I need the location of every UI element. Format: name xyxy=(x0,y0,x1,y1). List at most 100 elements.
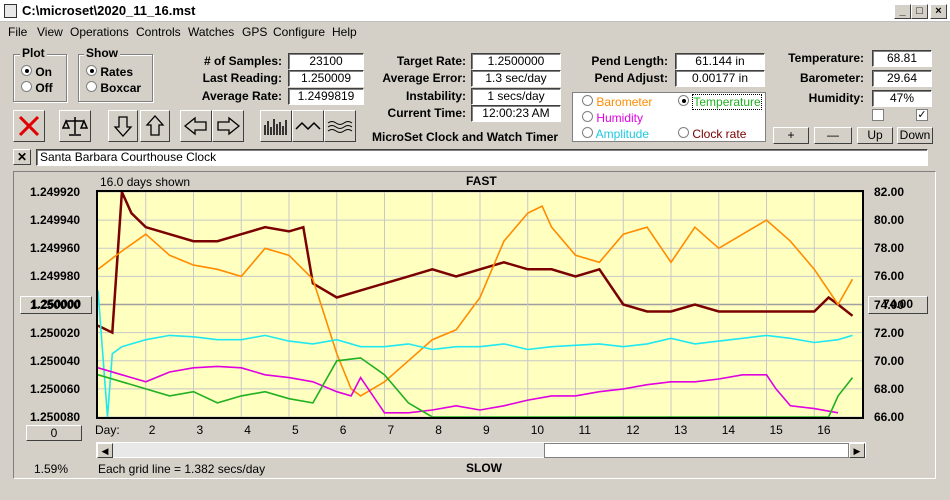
ripple-icon xyxy=(327,121,353,133)
x-tick-label: 13 xyxy=(674,423,688,437)
plot-on-radio[interactable]: On xyxy=(21,65,52,79)
chart-svg xyxy=(98,192,862,417)
scrollbar-thumb[interactable] xyxy=(544,443,849,458)
plot-group-title: Plot xyxy=(20,46,47,60)
offset-button[interactable]: 0 xyxy=(26,425,82,441)
series-line-temperature xyxy=(98,205,854,397)
y-left-tick-label: 1.250000 xyxy=(30,297,81,312)
series-line-amplitude xyxy=(98,290,853,417)
maximize-icon[interactable]: □ xyxy=(911,4,928,19)
app-icon xyxy=(4,4,17,18)
fast-label: FAST xyxy=(466,174,497,188)
y-left-tick-label: 1.250060 xyxy=(30,381,81,396)
current-time-field: 12:00:23 AM xyxy=(471,105,561,122)
zoom-in-button[interactable]: + xyxy=(773,127,809,144)
y-left-tick-label: 1.250020 xyxy=(30,325,81,340)
plot-off-radio[interactable]: Off xyxy=(21,81,53,95)
aux-temperature-radio[interactable]: Temperature xyxy=(678,94,762,110)
menu-controls[interactable]: Controls xyxy=(136,25,181,39)
average-error-label: Average Error: xyxy=(382,71,466,85)
arrow-up-icon xyxy=(145,115,165,136)
show-rates-radio[interactable]: Rates xyxy=(86,65,133,79)
window-title: C:\microset\2020_11_16.mst xyxy=(22,3,196,18)
y-right-tick-label: 78.00 xyxy=(874,241,905,256)
humidity-field: 47% xyxy=(872,90,932,107)
move-up-button[interactable] xyxy=(140,110,170,142)
menu-file[interactable]: File xyxy=(8,25,28,39)
y-left-tick-label: 1.249980 xyxy=(30,269,81,284)
target-rate-field[interactable]: 1.2500000 xyxy=(471,53,561,70)
x-tick-label: 8 xyxy=(435,423,442,437)
move-left-button[interactable] xyxy=(180,110,212,142)
clock-name-input[interactable]: Santa Barbara Courthouse Clock xyxy=(36,149,928,166)
time-scrollbar[interactable]: ◀ ▶ xyxy=(96,442,866,458)
rate-center-button[interactable]: 1.250000 xyxy=(20,296,92,314)
minimize-icon[interactable]: _ xyxy=(894,4,911,19)
balance-button[interactable] xyxy=(59,110,91,142)
histogram-button[interactable] xyxy=(260,110,292,142)
instability-label: Instability: xyxy=(405,89,466,103)
x-tick-label: 2 xyxy=(148,423,156,437)
x-tick-label: 15 xyxy=(769,423,783,437)
menu-operations[interactable]: Operations xyxy=(70,25,129,39)
aux-amplitude-radio[interactable]: Amplitude xyxy=(582,127,649,141)
menu-help[interactable]: Help xyxy=(332,25,357,39)
menu-gps[interactable]: GPS xyxy=(242,25,268,39)
move-down-button[interactable] xyxy=(108,110,138,142)
barometer-field: 29.64 xyxy=(872,70,932,87)
last-reading-field: 1.250009 xyxy=(288,70,364,87)
y-right-tick-label: 80.00 xyxy=(874,213,905,228)
average-rate-label: Average Rate: xyxy=(201,89,282,103)
zoom-out-button[interactable]: — xyxy=(814,127,852,144)
show-boxcar-radio[interactable]: Boxcar xyxy=(86,81,141,95)
title-bar: C:\microset\2020_11_16.mst _ □ × xyxy=(0,0,950,22)
scroll-up-button[interactable]: Up xyxy=(857,127,893,144)
wave-icon xyxy=(295,121,321,131)
series-line-clock-rate xyxy=(98,192,854,335)
move-right-button[interactable] xyxy=(212,110,244,142)
checked-checkbox[interactable]: ✓ xyxy=(916,109,928,121)
ripple-button[interactable] xyxy=(324,110,356,142)
y-left-tick-label: 1.250040 xyxy=(30,353,81,368)
day-axis-label: Day: xyxy=(95,423,120,437)
wave-button[interactable] xyxy=(292,110,324,142)
balance-scale-icon xyxy=(62,117,88,136)
app-name-label: MicroSet Clock and Watch Timer xyxy=(372,130,559,144)
samples-label: # of Samples: xyxy=(203,54,282,68)
arrow-down-icon xyxy=(113,116,133,137)
temp-center-button[interactable]: 74.00 xyxy=(868,296,928,314)
stop-button[interactable] xyxy=(13,110,45,142)
menu-bar: File View Operations Controls Watches GP… xyxy=(0,23,950,41)
aux-clock-rate-radio[interactable]: Clock rate xyxy=(678,127,746,141)
y-right-tick-label: 74.00 xyxy=(874,297,905,312)
unchecked-checkbox[interactable] xyxy=(872,109,884,121)
menu-configure[interactable]: Configure xyxy=(273,25,326,39)
scroll-right-icon[interactable]: ▶ xyxy=(849,443,865,458)
arrow-right-icon xyxy=(217,116,241,136)
y-left-tick-label: 1.250080 xyxy=(30,410,81,424)
current-time-label: Current Time: xyxy=(387,106,466,120)
menu-view[interactable]: View xyxy=(37,25,63,39)
pend-length-field: 61.144 in xyxy=(675,53,765,70)
days-shown-label: 16.0 days shown xyxy=(100,175,191,189)
y-right-tick-label: 76.00 xyxy=(874,269,905,284)
aux-barometer-radio[interactable]: Barometer xyxy=(582,95,652,109)
x-tick-label: 9 xyxy=(483,423,490,437)
percent-label: 1.59% xyxy=(34,462,69,476)
y-right-tick-label: 82.00 xyxy=(874,185,905,199)
scroll-down-button[interactable]: Down xyxy=(897,127,933,144)
grid-note: Each grid line = 1.382 secs/day xyxy=(98,462,266,476)
x-tick-label: 12 xyxy=(626,423,640,437)
slow-label: SLOW xyxy=(466,461,502,475)
y-right-tick-label: 66.00 xyxy=(874,410,905,424)
aux-humidity-radio[interactable]: Humidity xyxy=(582,111,643,125)
x-tick-label: 14 xyxy=(721,423,736,437)
stop-x-icon xyxy=(18,115,40,137)
close-icon[interactable]: × xyxy=(930,4,947,19)
scroll-left-icon[interactable]: ◀ xyxy=(97,443,113,458)
arrow-left-icon xyxy=(183,116,207,136)
menu-watches[interactable]: Watches xyxy=(188,25,235,39)
clear-name-button[interactable]: ✕ xyxy=(13,149,31,165)
temperature-label: Temperature: xyxy=(788,51,864,65)
y-right-tick-label: 70.00 xyxy=(874,353,905,368)
